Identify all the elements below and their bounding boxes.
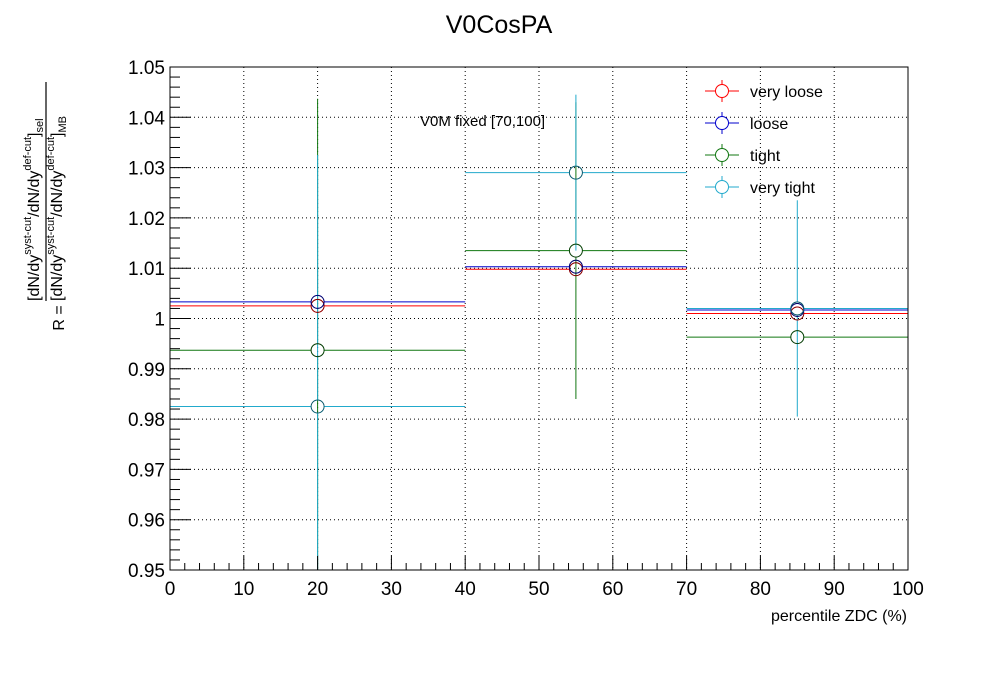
data-point-outline: [790, 301, 805, 316]
annotation: V0M fixed [70,100]: [420, 113, 545, 130]
y-tick-label: 0.96: [128, 511, 165, 532]
x-tick-label: 20: [307, 579, 328, 600]
data-point-outline: [569, 259, 583, 274]
data-point-outline: [310, 399, 325, 414]
data-point-outline: [569, 165, 583, 180]
data-markers: [310, 165, 805, 414]
x-tick-label: 30: [381, 579, 402, 600]
legend-marker: [715, 180, 729, 194]
y-axis-label-denominator: [dN/dysyst-cut/dN/dydef-cut]MB: [45, 116, 69, 301]
y-tick-label: 1: [154, 310, 165, 331]
y-tick-label: 1.03: [128, 159, 165, 180]
data-point-outline: [310, 299, 325, 313]
y-axis-label: R = [dN/dysyst-cut/dN/dydef-cut]sel [dN/…: [22, 82, 69, 331]
legend-label: very loose: [750, 84, 823, 101]
error-bars: [170, 94, 908, 570]
y-tick-label: 0.97: [128, 460, 165, 481]
legend-label: very tight: [750, 180, 815, 197]
y-tick-label: 0.95: [128, 561, 165, 582]
y-axis-label-numerator: [dN/dysyst-cut/dN/dydef-cut]sel: [22, 118, 46, 301]
y-axis-label-prefix: R =: [51, 305, 68, 330]
y-tick-label: 1.05: [128, 58, 165, 79]
legend-label: loose: [750, 116, 788, 133]
data-point-outline: [310, 295, 325, 309]
y-tick-label: 0.99: [128, 360, 165, 381]
y-tick-label: 1.01: [128, 259, 165, 280]
grid: [170, 67, 908, 570]
legend-marker: [715, 116, 729, 130]
x-tick-label: 10: [233, 579, 254, 600]
axes: [169, 66, 909, 571]
x-tick-label: 80: [750, 579, 771, 600]
x-tick-label: 70: [676, 579, 697, 600]
chart-title: V0CosPA: [446, 11, 553, 39]
y-tick-label: 1.02: [128, 209, 165, 230]
x-tick-label: 40: [455, 579, 476, 600]
x-tick-label: 90: [824, 579, 845, 600]
data-point-outline: [310, 343, 325, 358]
x-tick-label: 60: [602, 579, 623, 600]
y-tick-label: 0.98: [128, 410, 165, 431]
x-tick-label: 0: [165, 579, 176, 600]
legend-label: tight: [750, 148, 781, 165]
legend-marker: [715, 148, 729, 162]
legend-marker: [715, 84, 729, 98]
data-point-outline: [790, 306, 805, 321]
x-tick-label: 50: [528, 579, 549, 600]
legend: very loose loose tight very tight: [705, 80, 823, 198]
data-point-outline: [790, 330, 805, 345]
data-point-outline: [569, 243, 583, 258]
tick-labels: 0 10 20 30 40 50 60 70 80 90 100 0.95 0.96 0.97 0.98 0.…: [128, 58, 924, 600]
y-tick-label: 1.04: [128, 108, 165, 129]
x-axis-label: percentile ZDC (%): [771, 608, 907, 625]
x-tick-label: 100: [892, 579, 924, 600]
